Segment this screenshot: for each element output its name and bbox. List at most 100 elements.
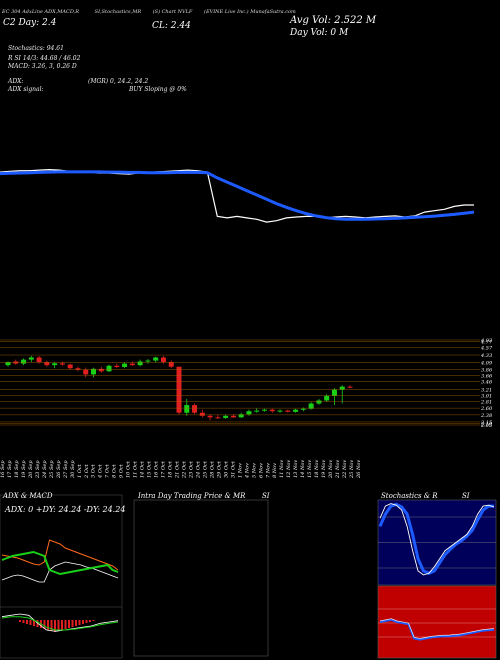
x-tick-label: 4 Nov [244, 463, 250, 479]
x-tick-label: 18 Nov [314, 460, 320, 478]
candle-body [122, 363, 128, 368]
x-tick-label: 18 Oct [168, 460, 174, 478]
x-tick-label: 7 Nov [265, 463, 271, 478]
candle-body [153, 357, 159, 361]
candle-body [67, 364, 73, 369]
candle-body [277, 410, 283, 412]
x-tick-label: 9 Oct [119, 463, 125, 478]
close-price: CL: 2.44 [152, 21, 191, 31]
x-tick-label: 15 Oct [147, 460, 153, 478]
x-tick-label: 21 Nov [335, 460, 341, 479]
stochastics-readout: Stochastics: 94.61 [8, 45, 64, 52]
x-tick-label: 19 Sep [21, 460, 27, 478]
x-tick-label: 24 Oct [196, 460, 202, 479]
y-tick-label: 4.33 [480, 353, 492, 359]
x-tick-label: 1 Nov [237, 463, 243, 478]
candle-body [215, 417, 221, 419]
candle-body [59, 363, 65, 365]
y-tick-label: 4.77 [480, 340, 493, 346]
candle-body [254, 410, 260, 412]
x-tick-label: 17 Sep [7, 460, 13, 478]
day-volume: Day Vol: 0 M [290, 28, 349, 38]
candle-body [192, 405, 198, 413]
candle-body [223, 415, 229, 418]
rsi-line [379, 618, 495, 641]
candle-body [269, 409, 275, 412]
x-tick-label: 25 Nov [349, 460, 355, 479]
y-tick-label: 2.05 [480, 423, 492, 429]
x-tick-label: 1 Oct [77, 463, 83, 478]
x-tick-label: 28 Oct [209, 460, 215, 479]
y-tick-label: 4.57 [480, 346, 493, 352]
x-tick-label: 17 Oct [161, 460, 167, 478]
candle-body [106, 365, 112, 372]
stoch-d-line [378, 502, 494, 575]
header-tag-2: ADX,MACD,R [44, 9, 80, 15]
y-tick-label: 3.21 [481, 387, 492, 393]
candle-body [308, 403, 314, 409]
y-tick-label: 2.38 [480, 413, 492, 419]
y-tick-label: 3.86 [481, 367, 493, 373]
y-tick-label: 2.10 [480, 421, 493, 427]
x-tick-label: 30 Sep [70, 460, 76, 478]
intraday-panel-title: Intra Day Trading Price & MR [138, 492, 246, 500]
x-tick-label: 23 Oct [189, 460, 195, 479]
moving-average-line [0, 170, 475, 221]
candle-body [176, 366, 182, 413]
candle-body [347, 386, 353, 388]
x-tick-label: 10 Oct [126, 460, 132, 478]
candle-body [160, 357, 166, 363]
x-tick-label: 2 Oct [84, 463, 90, 479]
candle-body [262, 409, 267, 411]
candle-body [145, 360, 151, 362]
x-tick-label: 23 Sep [35, 460, 41, 479]
x-tick-label: 25 Oct [202, 460, 208, 479]
x-tick-label: 26 Nov [356, 460, 362, 479]
candle-body [114, 365, 120, 368]
x-tick-label: 11 Oct [133, 460, 139, 478]
x-tick-label: 13 Nov [293, 460, 299, 478]
candle-body [137, 361, 143, 366]
candle-body [300, 408, 306, 410]
rsi-readout: R SI 14/3: 44.68 / 46.02 [8, 55, 81, 62]
candle-body [184, 405, 190, 413]
x-tick-label: 24 Sep [42, 460, 48, 479]
candle-body [5, 362, 11, 366]
x-tick-label: 14 Nov [300, 460, 306, 478]
candle-body [98, 368, 104, 372]
avg-volume: Avg Vol: 2.522 M [290, 15, 377, 26]
candle-body [246, 411, 252, 415]
x-tick-label: 18 Sep [14, 460, 20, 478]
intraday-panel [133, 499, 269, 657]
header-tags: EC 304 AdxLine ADX,MACD,R SI,Stochastics… [2, 10, 296, 15]
stoch-k-line [379, 503, 495, 576]
candle-body [44, 362, 50, 366]
y-tick-label: 3.66 [481, 374, 493, 380]
candle-body [21, 359, 27, 364]
adx-signal-label: ADX signal: [8, 86, 44, 93]
x-tick-label: 30 Oct [223, 460, 229, 478]
x-tick-label: 4 Oct [98, 463, 104, 479]
x-tick-label: 26 Sep [56, 460, 62, 479]
candle-body [75, 368, 81, 370]
header-tag-5: (EVINE Live Inc.) MunafaSutra.com [204, 9, 296, 15]
x-axis: 16 Sep 17 Sep 18 Sep 19 Sep 20 Sep 23 Sep 24 S… [0, 460, 362, 479]
x-tick-label: 15 Nov [307, 460, 313, 478]
candle-body [339, 386, 345, 390]
x-tick-label: 12 Nov [286, 460, 292, 478]
close-price-line [0, 168, 474, 223]
x-tick-label: 6 Nov [258, 463, 264, 478]
stoch-rsi-panel [377, 499, 497, 659]
candlestick-area [5, 355, 353, 421]
adx-minus-line [1, 539, 119, 571]
stoch-panel-title: Stochastics & R [381, 492, 438, 500]
buy-signal: BUY Sloping @ 0% [129, 86, 187, 93]
x-tick-label: 22 Oct [182, 460, 188, 479]
macd-readout: MACD: 3.26, 3, 0.26 D [8, 63, 77, 70]
adx-line [1, 561, 119, 583]
candle-body [293, 409, 299, 412]
header-tag-4: (S) Chart NVLF [152, 9, 193, 15]
adx-panel-title: ADX & MACD [3, 492, 53, 500]
adx-panel-values: ADX: 0 +DY: 24.24 -DY: 24.24 [5, 505, 126, 514]
